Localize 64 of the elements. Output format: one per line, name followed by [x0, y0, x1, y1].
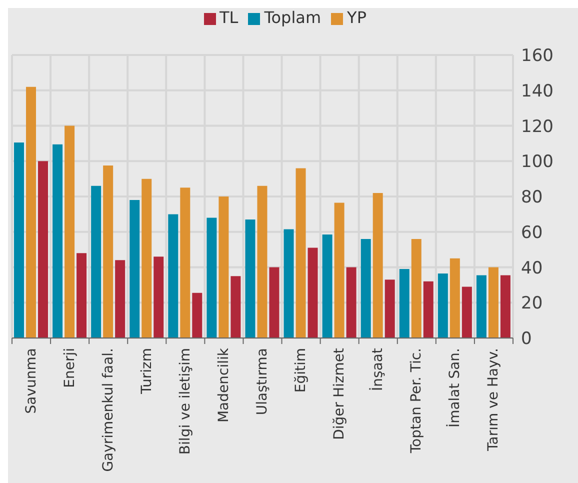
x-tick-label: İnşaat	[369, 348, 386, 391]
bar	[284, 229, 294, 338]
bar	[360, 238, 371, 338]
bar	[346, 267, 356, 338]
bar	[384, 280, 395, 338]
bar	[91, 186, 102, 338]
bar	[168, 214, 178, 338]
y-tick-label: 80	[521, 188, 543, 208]
bar	[52, 144, 63, 338]
bar	[296, 168, 306, 338]
x-tick-label: Madencilik	[216, 347, 232, 423]
bar	[462, 286, 472, 338]
x-tick-label: Turizm	[138, 348, 155, 395]
bar	[411, 238, 422, 338]
legend-label: Toplam	[264, 8, 322, 27]
bar	[372, 192, 383, 338]
x-tick-label: Bilgi ve iletişim	[177, 348, 194, 455]
bar	[438, 273, 448, 338]
bar	[423, 281, 434, 338]
bar	[206, 218, 217, 338]
bar	[38, 161, 48, 338]
bar	[180, 188, 190, 338]
legend-label: TL	[220, 8, 238, 27]
bar	[500, 275, 510, 338]
bar	[322, 234, 332, 338]
y-tick-label: 160	[521, 46, 554, 66]
bar	[154, 256, 164, 338]
bar	[76, 253, 87, 338]
x-tick-label: Toptan Per. Tic.	[408, 348, 425, 454]
y-tick-label: 0	[521, 329, 532, 350]
y-tick-label: 120	[521, 116, 554, 137]
x-tick-label: Diğer Hizmet	[332, 348, 348, 440]
bar	[26, 86, 36, 338]
bar	[103, 166, 114, 338]
bar	[192, 292, 202, 338]
bar	[450, 258, 460, 338]
bar	[64, 126, 75, 338]
x-tick-label: Tarım ve Hayv.	[486, 348, 502, 452]
bar	[476, 275, 486, 338]
x-tick-label: Ulaştırma	[254, 348, 270, 416]
y-tick-label: 40	[521, 258, 543, 278]
bar	[488, 267, 498, 338]
y-tick-label: 20	[521, 294, 543, 314]
legend-label: YP	[347, 8, 366, 27]
bar	[245, 219, 256, 338]
bar	[115, 260, 126, 338]
bar	[218, 196, 229, 338]
x-tick-label: Eğitim	[293, 348, 310, 393]
x-tick-label: Enerji	[62, 348, 78, 388]
x-tick-label: İmalat San.	[446, 348, 464, 428]
bar	[257, 186, 268, 338]
bar	[230, 276, 241, 338]
bar	[130, 200, 140, 338]
x-tick-label: Gayrimenkul faal.	[100, 348, 116, 472]
bar	[334, 202, 344, 338]
bar	[142, 178, 152, 338]
bar	[308, 248, 318, 338]
bar	[14, 142, 24, 338]
x-tick-label: Savunma	[23, 348, 40, 414]
y-tick-label: 100	[521, 152, 554, 172]
bar	[269, 267, 280, 338]
y-tick-label: 60	[521, 222, 543, 243]
bar	[399, 269, 410, 338]
y-tick-label: 140	[521, 81, 554, 102]
